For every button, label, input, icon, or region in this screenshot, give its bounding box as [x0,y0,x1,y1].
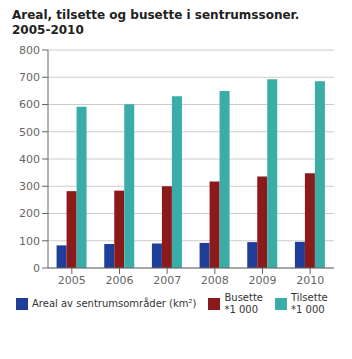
svg-text:100: 100 [19,235,40,248]
svg-text:800: 800 [19,44,40,57]
svg-text:400: 400 [19,153,40,166]
html-text:Tilsette *1 000: Tilsette *1 000 [291,292,328,315]
svg-text:600: 600 [19,98,40,111]
svg-text:2008: 2008 [201,274,229,287]
svg-text:2007: 2007 [153,274,181,287]
svg-text:200: 200 [19,207,40,220]
svg-text:300: 300 [19,180,40,193]
svg-text:2006: 2006 [106,274,134,287]
html-text:Busette *1 000: Busette *1 000 [224,292,263,315]
svg-text:2005: 2005 [58,274,86,287]
html-text:Areal av sentrumsområder (km²): Areal av sentrumsområder (km²) [32,298,197,309]
svg-text:700: 700 [19,71,40,84]
html-text:Areal, tilsette og busette i s: Areal, tilsette og busette i sentrumsson… [12,8,300,37]
svg-text:2010: 2010 [296,274,324,287]
svg-text:0: 0 [33,262,40,275]
svg-text:2009: 2009 [249,274,277,287]
svg-text:500: 500 [19,126,40,139]
